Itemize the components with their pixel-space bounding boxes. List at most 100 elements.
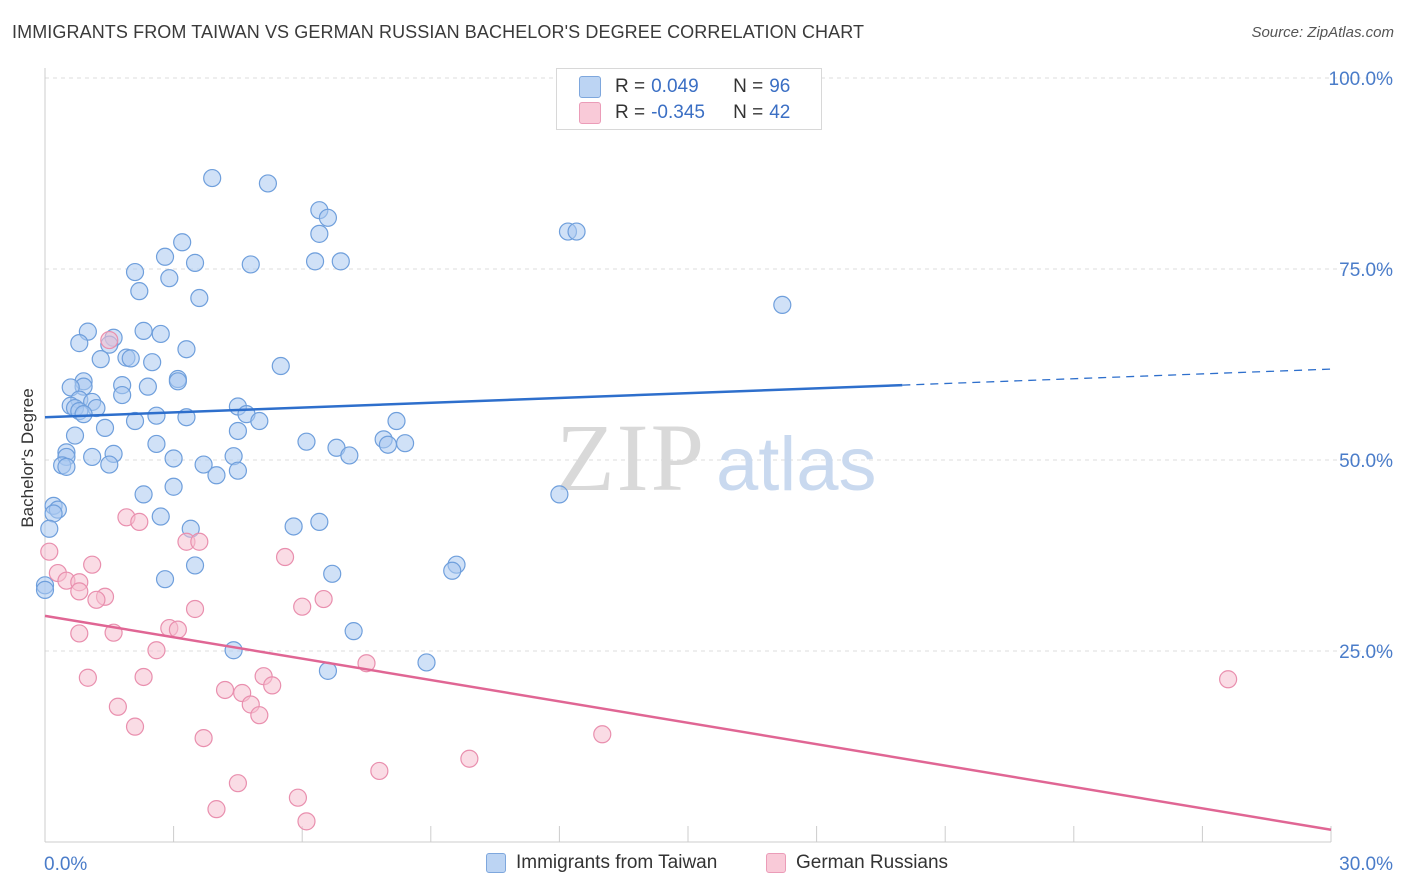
data-point [224,641,243,660]
data-point [70,582,89,601]
taiwan-swatch [579,76,601,98]
data-point [40,519,59,538]
data-point [130,282,149,301]
data-point [305,252,325,271]
data-point [87,590,106,609]
data-point [44,504,63,523]
data-point [160,269,179,288]
data-point [293,597,312,616]
data-point [250,411,269,431]
y-tick-label: 100.0% [1329,69,1394,90]
data-point [125,262,145,282]
data-point [147,406,166,425]
y-axis-label: Bachelor's Degree [18,388,37,528]
data-point [550,485,569,504]
data-point [284,517,303,536]
data-point [203,168,222,188]
data-point [190,288,209,308]
data-point [323,564,342,583]
data-point [258,174,278,193]
data-point [65,426,85,445]
data-point [134,485,153,504]
data-point [250,706,269,725]
data-point [207,800,226,819]
data-point [108,697,127,716]
watermark-atlas: atlas [716,422,877,507]
data-point [417,653,436,672]
data-point [74,405,93,424]
trend-line-german [44,614,1332,832]
data-point [83,447,102,467]
data-point [57,457,76,476]
n-label: N = [733,102,764,123]
stats-legend: R = 0.049 N = 96 R = -0.345 N = 42 [556,68,822,130]
data-point [460,749,479,768]
x-tick-label: 30.0% [1339,854,1393,875]
data-point [344,622,363,641]
data-point [331,252,350,271]
trend-line-taiwan [44,383,903,419]
data-point [185,556,205,575]
data-point [155,247,175,266]
watermark-zip: ZIP [556,404,706,511]
data-point [318,208,338,227]
data-point [340,446,359,465]
data-point [567,222,586,241]
data-point [164,477,183,496]
data-point [35,580,55,599]
data-point [143,353,162,372]
data-point [78,668,97,687]
data-point [164,449,183,468]
stats-row-taiwan: R = 0.049 N = 96 [579,75,790,99]
data-point [310,512,329,531]
data-point [593,725,612,744]
x-tick-label: 0.0% [44,854,87,875]
legend-label-german: German Russians [796,852,949,873]
data-point [147,434,166,454]
data-point [100,455,119,474]
data-point [241,255,260,274]
data-point [125,717,145,736]
data-point [773,295,792,315]
data-point [168,372,187,391]
data-point [130,512,149,531]
data-point [147,641,166,660]
series-taiwan-points [35,168,792,680]
data-point [125,411,145,431]
tick-labels: 25.0% 50.0% 75.0% 100.0% 0.0% 30.0% [44,69,1393,875]
german-swatch [579,102,601,124]
data-point [263,676,282,695]
data-point [228,421,247,441]
trend-line-taiwan-extension [902,368,1332,386]
legend-label-taiwan: Immigrants from Taiwan [516,852,718,873]
data-point [228,461,247,480]
data-point [207,466,226,485]
data-point [40,542,59,561]
data-point [297,432,316,451]
n-value: 42 [769,102,791,123]
legend-item-german[interactable]: German Russians [766,852,948,874]
gridlines [45,77,1392,652]
data-point [370,761,389,781]
chart-title: IMMIGRANTS FROM TAIWAN VS GERMAN RUSSIAN… [12,22,865,42]
data-point [314,589,333,609]
watermark: ZIP atlas [556,404,877,511]
r-label: R = [615,102,646,123]
y-tick-label: 75.0% [1339,260,1393,281]
data-point [121,349,140,368]
data-point [190,532,209,551]
data-point [70,624,89,643]
data-point [387,411,406,431]
taiwan-legend-swatch [486,853,506,873]
n-value: 96 [769,76,791,97]
data-point [168,620,187,639]
r-value: 0.049 [651,76,699,97]
data-point [297,812,316,831]
legend-item-taiwan[interactable]: Immigrants from Taiwan [486,852,717,874]
data-point [138,377,157,396]
data-point [271,356,290,376]
data-point [151,324,170,344]
y-tick-label: 50.0% [1339,451,1393,472]
german-legend-swatch [766,853,786,873]
